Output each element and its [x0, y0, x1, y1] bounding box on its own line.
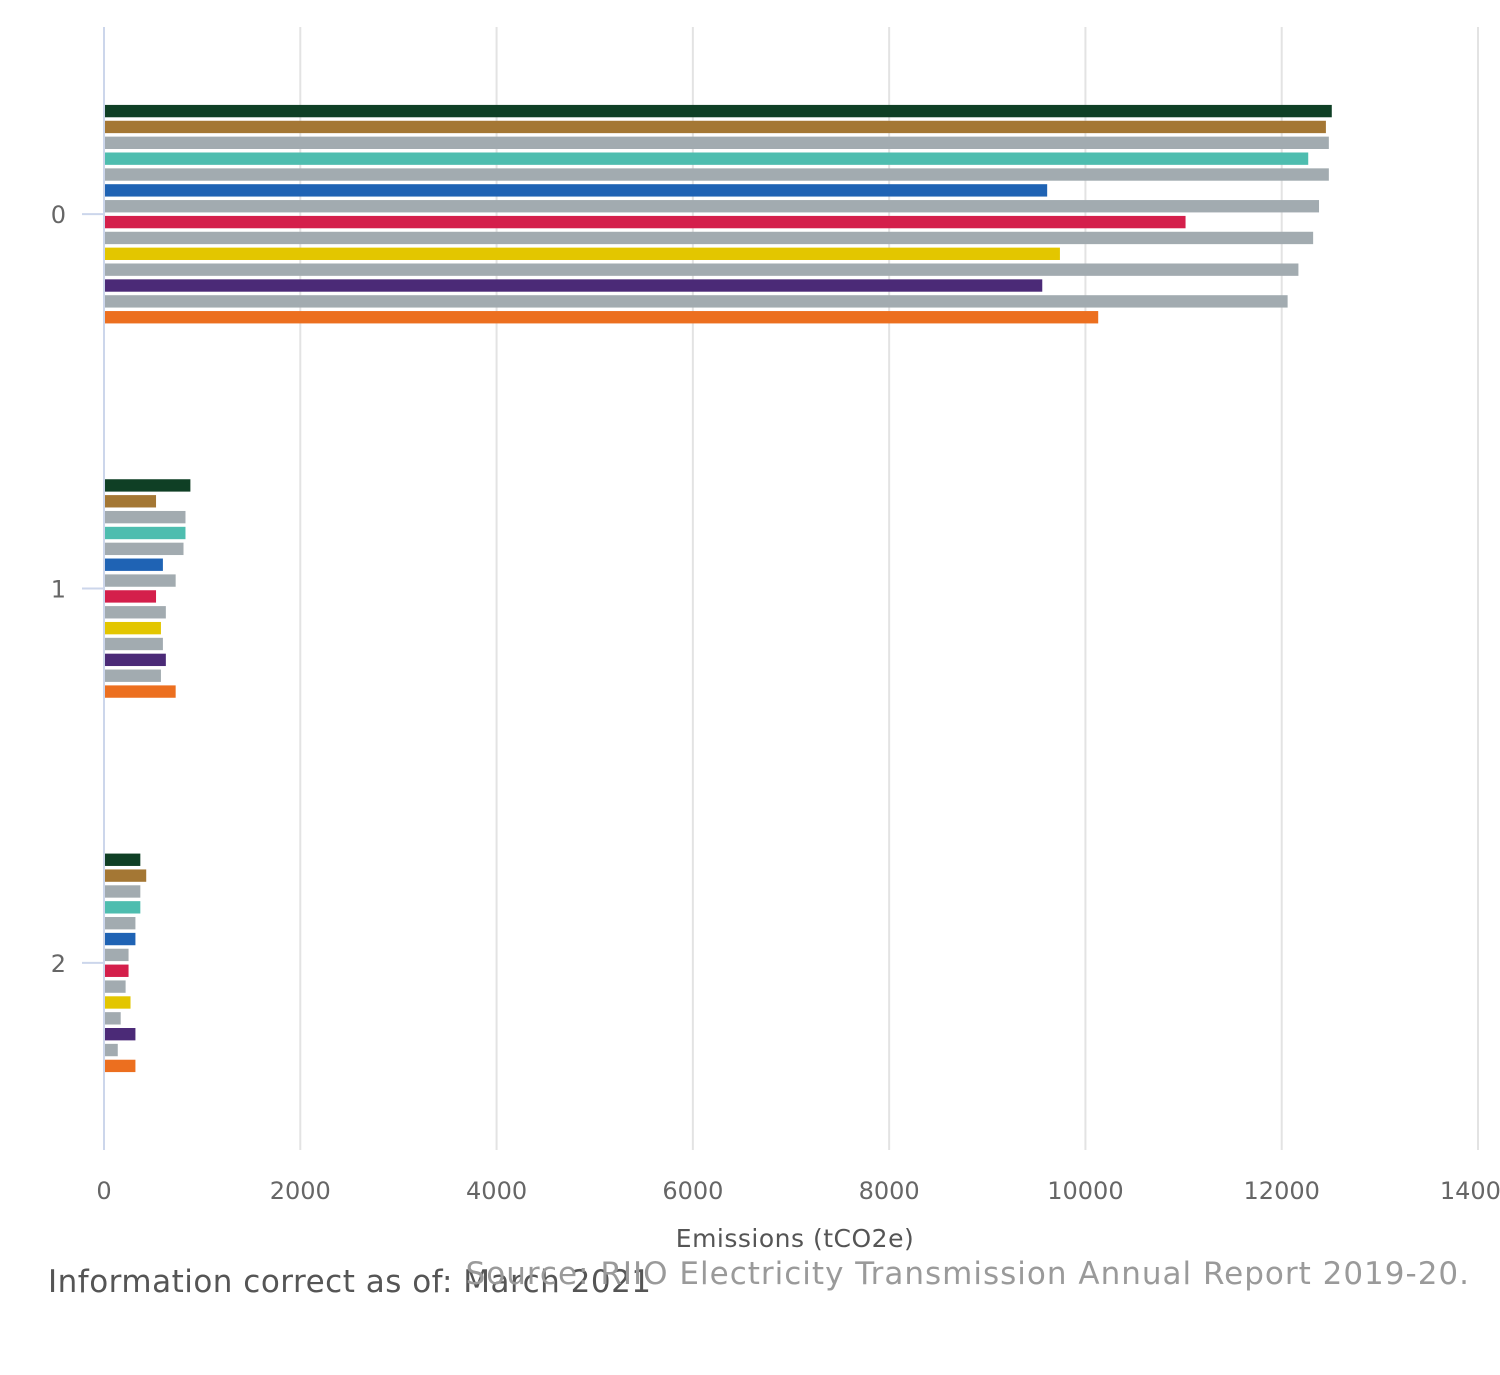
x-tick-label: 12000: [1244, 1177, 1320, 1205]
bar: [105, 637, 163, 651]
bar: [105, 184, 1048, 197]
bar: [105, 295, 1288, 308]
bar: [105, 558, 163, 571]
bar: [105, 1043, 118, 1057]
bar: [105, 1012, 121, 1025]
bar: [105, 869, 147, 882]
bar: [105, 1059, 136, 1073]
bar: [105, 495, 157, 508]
x-tick-label: 14000: [1440, 1177, 1500, 1205]
category-label: 0: [51, 201, 66, 229]
bar: [105, 917, 136, 930]
bar: [105, 853, 141, 866]
bar: [105, 964, 129, 977]
bar: [105, 590, 157, 603]
bar: [105, 1028, 136, 1041]
bar: [105, 136, 1329, 149]
bar: [105, 526, 186, 540]
bars: [105, 104, 1332, 1073]
bar: [105, 685, 176, 698]
x-tick-label: 8000: [859, 1177, 920, 1205]
bar: [105, 653, 166, 667]
info-note: Information correct as of: March 2021: [48, 1264, 652, 1300]
bar: [105, 606, 166, 619]
x-tick-label: 4000: [466, 1177, 527, 1205]
category-label: 2: [51, 950, 66, 978]
source-note: Source: RIIO Electricity Transmission An…: [465, 1256, 1470, 1292]
bar: [105, 104, 1332, 118]
bar: [105, 231, 1314, 245]
bar: [105, 200, 1320, 213]
category-axis: 0 1 2: [51, 27, 105, 1150]
bar: [105, 996, 131, 1009]
x-tick-label: 6000: [662, 1177, 723, 1205]
bar: [105, 932, 136, 946]
bar: [105, 542, 184, 556]
bar: [105, 168, 1329, 181]
bar: [105, 215, 1186, 229]
bar: [105, 901, 141, 914]
x-tick-label: 10000: [1047, 1177, 1123, 1205]
bar: [105, 279, 1043, 292]
value-axis-ticks: 0 2000 4000 6000 8000 10000 12000 14000: [96, 1177, 1500, 1205]
category-label: 1: [51, 576, 66, 604]
x-axis-title: Emissions (tCO2e): [676, 1224, 914, 1253]
bar: [105, 311, 1099, 324]
bar: [105, 621, 161, 635]
grid-lines: [299, 27, 1479, 1150]
bar: [105, 120, 1326, 134]
bar: [105, 669, 161, 682]
bar: [105, 574, 176, 587]
bar: [105, 247, 1060, 260]
bar: [105, 152, 1309, 165]
bar: [105, 510, 186, 524]
bar: [105, 948, 129, 962]
x-tick-label: 2000: [270, 1177, 331, 1205]
bar: [105, 980, 126, 993]
x-tick-label: 0: [96, 1177, 111, 1205]
bar: [105, 885, 141, 898]
bar: [105, 263, 1299, 276]
bar: [105, 479, 191, 492]
